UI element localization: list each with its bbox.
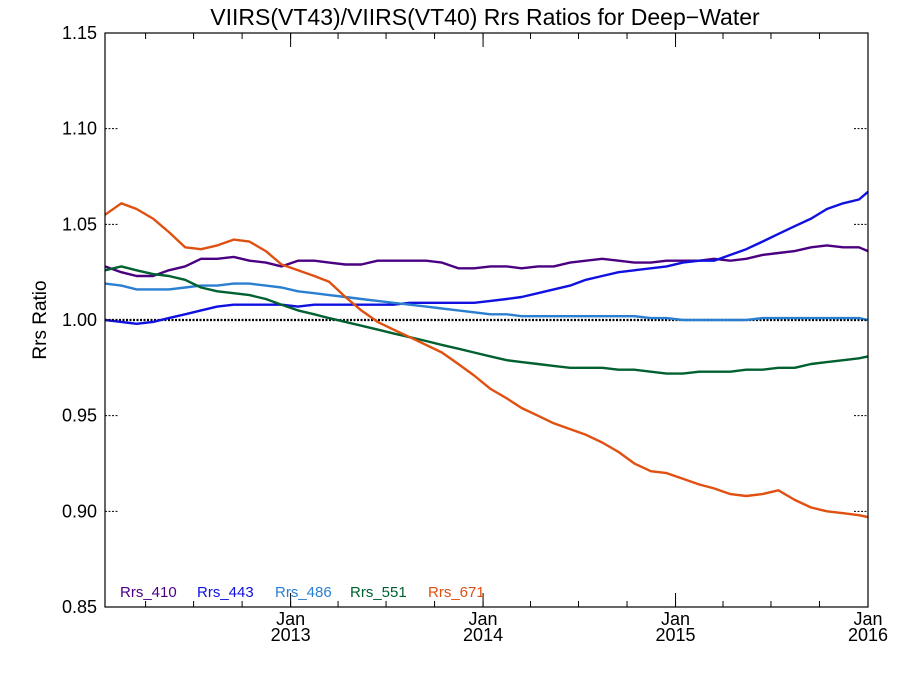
chart-title: VIIRS(VT43)/VIIRS(VT40) Rrs Ratios for D… bbox=[210, 4, 760, 30]
series-line-rrs-486 bbox=[104, 282, 869, 322]
series-line-rrs-410 bbox=[104, 244, 869, 278]
series-line-rrs-443 bbox=[104, 190, 869, 325]
x-tick-label-year: 2015 bbox=[656, 625, 696, 645]
y-tick-label: 0.95 bbox=[62, 406, 97, 426]
x-tick-label-year: 2016 bbox=[848, 625, 888, 645]
x-tick-label-month: Jan bbox=[661, 609, 690, 629]
y-tick-label: 1.10 bbox=[62, 119, 97, 139]
legend-item-rrs-671: Rrs_671 bbox=[428, 584, 485, 601]
y-tick-label: 1.15 bbox=[62, 23, 97, 43]
y-tick-label: 0.90 bbox=[62, 501, 97, 521]
plot-area: 0.850.900.951.001.051.101.15Jan2013Jan20… bbox=[62, 23, 888, 645]
y-axis-label: Rrs Ratio bbox=[30, 280, 51, 359]
y-tick-label: 1.05 bbox=[62, 214, 97, 234]
legend-item-rrs-551: Rrs_551 bbox=[350, 584, 407, 601]
legend-item-rrs-410: Rrs_410 bbox=[120, 584, 177, 601]
y-tick-label: 0.85 bbox=[62, 597, 97, 617]
x-tick-label-year: 2014 bbox=[463, 625, 503, 645]
x-tick-label-month: Jan bbox=[853, 609, 882, 629]
y-tick-label: 1.00 bbox=[62, 310, 97, 330]
series-line-rrs-671 bbox=[104, 202, 869, 519]
x-tick-label-month: Jan bbox=[276, 609, 305, 629]
legend-item-rrs-443: Rrs_443 bbox=[197, 584, 254, 601]
series-line-rrs-551 bbox=[104, 265, 869, 375]
x-tick-label-month: Jan bbox=[469, 609, 498, 629]
legend-item-rrs-486: Rrs_486 bbox=[275, 584, 332, 601]
x-tick-label-year: 2013 bbox=[271, 625, 311, 645]
